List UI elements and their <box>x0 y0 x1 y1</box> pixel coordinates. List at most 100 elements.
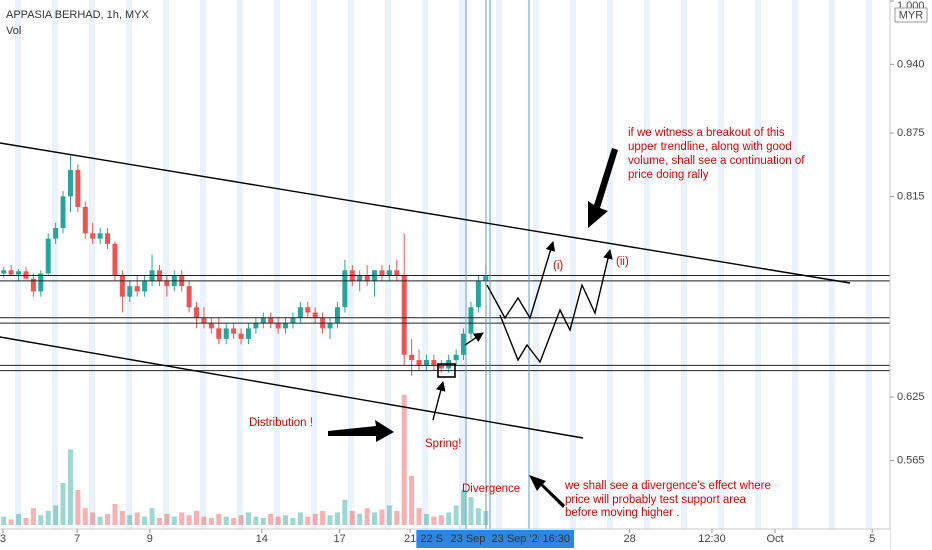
session-band <box>829 0 835 529</box>
candle-body <box>30 278 36 292</box>
volume-bar <box>401 394 407 525</box>
chart-subtitle: Vol <box>6 25 21 37</box>
volume-bar <box>438 515 444 525</box>
x-tick-label: 28 <box>624 533 636 545</box>
volume-bar <box>201 516 207 525</box>
candle-body <box>297 307 303 318</box>
volume-bar <box>357 513 363 525</box>
candle-body <box>394 270 400 276</box>
candle-body <box>305 307 311 313</box>
session-band <box>422 0 428 529</box>
candle-body <box>245 328 251 339</box>
candle-body <box>379 270 385 276</box>
volume-bar <box>156 518 162 525</box>
volume-bar <box>67 449 73 525</box>
volume-bar <box>23 518 29 525</box>
volume-bar <box>423 513 429 525</box>
divergence-arrow <box>529 475 565 508</box>
volume-bar <box>394 511 400 525</box>
volume-bar <box>216 513 222 525</box>
volume-bar <box>386 505 392 525</box>
currency-box <box>894 7 928 23</box>
volume-bar <box>312 513 318 525</box>
volume <box>1 394 489 525</box>
candle-body <box>275 323 281 329</box>
candle-body <box>16 271 22 275</box>
y-tick-label: 1.000 <box>897 0 925 12</box>
session-band <box>163 0 169 529</box>
volume-bar <box>179 512 185 525</box>
session-band <box>644 0 650 529</box>
volume-bar <box>320 511 326 525</box>
volume-bar <box>238 515 244 525</box>
candle-body <box>357 275 363 281</box>
volume-bar <box>119 511 125 525</box>
volume-bar <box>409 476 415 525</box>
volume-bar <box>453 505 459 525</box>
y-axis-area <box>890 0 932 550</box>
y-tick-label: 0.625 <box>897 391 925 403</box>
x-tick-label: 3 <box>0 533 6 545</box>
candle-body <box>386 270 392 276</box>
volume-bar <box>105 513 111 525</box>
candle-body <box>201 317 207 324</box>
path-ii <box>499 249 613 364</box>
candle-body <box>461 333 467 355</box>
volume-bar <box>297 512 303 525</box>
volume-bar <box>75 490 81 525</box>
candle-body <box>231 328 237 334</box>
volume-bar <box>372 512 378 525</box>
volume-bar <box>53 505 59 525</box>
volume-bar <box>97 516 103 525</box>
x-tick-label: 5 <box>869 533 875 545</box>
volume-bar <box>16 513 22 525</box>
annotation: before moving higher . <box>565 507 679 519</box>
annotation: upper trendline, along with good <box>628 141 792 153</box>
volume-bar <box>8 519 14 525</box>
annotation: price doing rally <box>628 169 709 181</box>
candle-body <box>327 323 333 329</box>
y-tick-label: 0.815 <box>897 190 925 202</box>
volume-bar <box>30 508 36 525</box>
volume-bar <box>431 516 437 525</box>
volume-bar <box>194 511 200 525</box>
candle-body <box>194 307 200 318</box>
small-arrow <box>464 332 484 346</box>
volume-bar <box>245 512 251 525</box>
candle-body <box>105 233 111 244</box>
x-marker-box <box>487 530 548 548</box>
session-band <box>866 0 872 529</box>
distribution-arrow <box>328 420 394 442</box>
y-tick-label: 0.940 <box>897 58 925 70</box>
session-band <box>533 0 539 529</box>
session-band <box>15 0 21 529</box>
volume-bar <box>379 509 385 525</box>
session-band <box>200 0 206 529</box>
volume-bar <box>171 516 177 525</box>
y-tick-label: 0.565 <box>897 454 925 466</box>
volume-bar <box>468 497 474 525</box>
candle-body <box>127 286 133 297</box>
annotation: if we witness a breakout of this <box>628 127 785 139</box>
session-band <box>496 0 502 529</box>
volume-bar <box>327 515 333 525</box>
candle-body <box>60 196 66 229</box>
volume-bar <box>38 515 44 525</box>
session-band <box>348 0 354 529</box>
x-marker-box <box>446 530 490 548</box>
session-band <box>792 0 798 529</box>
session-band <box>755 0 761 529</box>
candle-body <box>1 270 7 274</box>
upper-trendline <box>0 142 851 284</box>
volume-bar <box>461 490 467 525</box>
candle-body <box>364 275 370 281</box>
x-marker-label: 22 S <box>420 533 443 545</box>
annotation: (i) <box>553 260 563 272</box>
volume-bar <box>260 518 266 525</box>
x-tick-label: 7 <box>74 533 80 545</box>
candle-body <box>475 280 481 308</box>
annotation: we shall see a divergence's effect where <box>564 480 771 492</box>
candle-body <box>38 273 44 292</box>
candle-body <box>401 275 407 355</box>
x-tick-label: Oct <box>766 533 783 545</box>
